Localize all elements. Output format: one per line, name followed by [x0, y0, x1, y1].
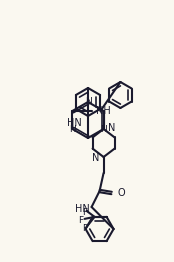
Text: HN: HN [75, 204, 90, 214]
Text: O: O [118, 188, 125, 198]
Text: N: N [85, 97, 91, 106]
Text: NH: NH [96, 106, 111, 116]
Text: N: N [100, 124, 107, 134]
Text: N: N [92, 153, 100, 163]
Text: N: N [69, 124, 76, 134]
Text: F: F [82, 208, 87, 217]
Text: HN: HN [67, 118, 82, 128]
Text: N: N [108, 123, 115, 133]
Text: F: F [82, 224, 87, 233]
Text: F: F [78, 216, 83, 225]
